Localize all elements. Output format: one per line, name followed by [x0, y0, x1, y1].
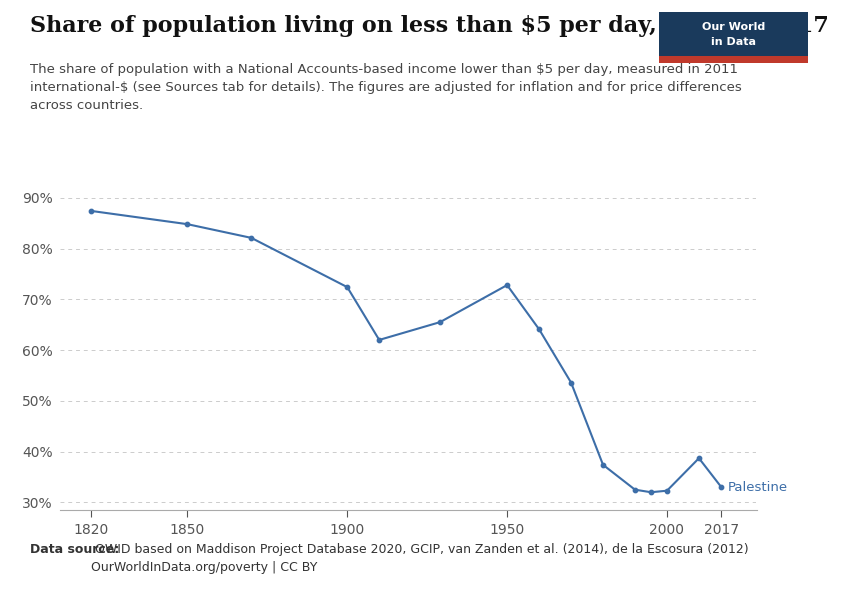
Point [564, 378, 578, 388]
Point [341, 283, 354, 292]
Point [628, 485, 642, 494]
Point [596, 460, 609, 470]
Point [245, 233, 258, 242]
Point [692, 454, 706, 463]
Text: OWID based on Maddison Project Database 2020, GCIP, van Zanden et al. (2014), de: OWID based on Maddison Project Database … [91, 543, 749, 574]
Point [644, 487, 658, 497]
Point [715, 482, 728, 492]
Text: Share of population living on less than $5 per day, 1820 to 2017: Share of population living on less than … [30, 15, 829, 37]
Point [660, 486, 674, 496]
Point [501, 280, 514, 290]
Point [532, 325, 546, 334]
Point [85, 206, 99, 216]
Point [434, 317, 447, 327]
Text: The share of population with a National Accounts-based income lower than $5 per : The share of population with a National … [30, 63, 741, 112]
Text: Palestine: Palestine [728, 481, 788, 494]
Text: in Data: in Data [711, 37, 756, 47]
Text: Our World: Our World [701, 22, 765, 32]
Point [372, 335, 386, 345]
Text: Data source:: Data source: [30, 543, 119, 556]
Point [180, 220, 194, 229]
